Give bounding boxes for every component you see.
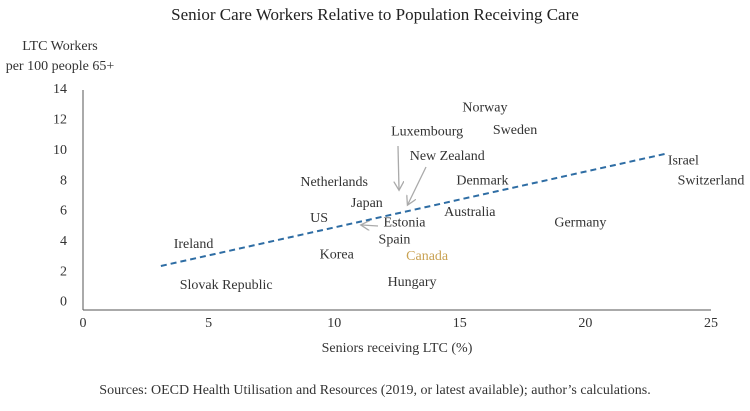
y-tick-label: 4 bbox=[60, 234, 67, 249]
point-label: Spain bbox=[379, 232, 411, 247]
point-label: Israel bbox=[668, 154, 699, 169]
point-label: Netherlands bbox=[300, 175, 368, 190]
point-label: US bbox=[310, 211, 328, 226]
point-label: Sweden bbox=[493, 123, 537, 138]
y-tick-label: 10 bbox=[53, 143, 67, 158]
x-tick-label: 20 bbox=[578, 316, 592, 331]
y-tick-label: 12 bbox=[53, 113, 67, 128]
y-axis-label: LTC Workers bbox=[22, 39, 97, 54]
point-label: Slovak Republic bbox=[180, 278, 273, 293]
y-tick-label: 6 bbox=[60, 204, 67, 219]
point-label: Korea bbox=[320, 248, 355, 263]
y-tick-label: 14 bbox=[53, 82, 67, 97]
point-label: Canada bbox=[406, 249, 449, 264]
point-label: New Zealand bbox=[410, 149, 485, 164]
x-tick-label: 25 bbox=[704, 316, 718, 331]
x-tick-label: 0 bbox=[80, 316, 87, 331]
y-tick-label: 8 bbox=[60, 173, 67, 188]
annotation-arrow bbox=[362, 225, 379, 226]
point-label: Hungary bbox=[388, 275, 437, 290]
trend-line bbox=[160, 152, 667, 267]
point-label: Luxembourg bbox=[391, 125, 463, 140]
point-label: Germany bbox=[554, 216, 606, 231]
point-label: Estonia bbox=[384, 216, 427, 231]
source-note: Sources: OECD Health Utilisation and Res… bbox=[99, 383, 650, 398]
point-label: Japan bbox=[351, 196, 383, 211]
annotation-arrow bbox=[408, 166, 427, 204]
point-label: Switzerland bbox=[678, 173, 745, 188]
x-tick-label: 10 bbox=[327, 316, 341, 331]
y-axis-label: per 100 people 65+ bbox=[6, 59, 115, 74]
point-label: Ireland bbox=[174, 237, 214, 252]
point-label: Denmark bbox=[456, 173, 508, 188]
chart-title: Senior Care Workers Relative to Populati… bbox=[171, 5, 579, 24]
x-tick-label: 15 bbox=[453, 316, 467, 331]
y-tick-label: 0 bbox=[60, 295, 67, 310]
x-axis-label: Seniors receiving LTC (%) bbox=[322, 341, 473, 356]
point-label: Norway bbox=[462, 100, 507, 115]
annotation-arrow bbox=[398, 145, 399, 189]
y-tick-label: 2 bbox=[60, 264, 67, 279]
point-label: Australia bbox=[444, 205, 496, 220]
x-tick-label: 5 bbox=[205, 316, 212, 331]
